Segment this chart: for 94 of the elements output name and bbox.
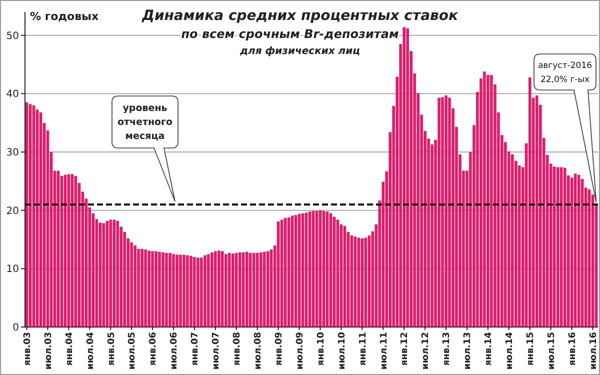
bar [179,254,182,327]
bar [172,254,175,327]
bar [154,251,158,327]
bar [130,242,133,327]
bar [102,223,106,327]
x-tick-label: июл.06 [170,332,180,370]
x-tick-label: янв.04 [64,332,75,366]
bar [231,254,234,327]
bar [109,220,112,327]
bar [248,252,252,327]
text: по всем срочным Br-депозитам [181,27,399,41]
x-tick-label: янв.11 [358,332,368,366]
x-tick-label: июл.12 [421,332,432,370]
x-tick-label: янв.07 [190,332,201,366]
bar [518,165,521,327]
x-tick-label: июл.10 [337,332,348,370]
x-tick-label: янв.16 [568,332,578,366]
x-tick-label: янв.05 [106,332,117,366]
x-tick-label: июл.05 [128,332,138,370]
x-tick-label: июл.14 [505,332,516,370]
bar [106,220,109,327]
bar [234,252,238,327]
bar [242,252,245,327]
bar [151,251,154,327]
bar [438,98,440,327]
bar [228,252,231,327]
bar [486,75,490,327]
bar [176,254,178,327]
bar [448,98,451,327]
bar [162,252,164,327]
bar [444,95,448,327]
y-tick-label: 10 [6,264,19,276]
annotation: август-2016 22,0% г-ых [538,61,592,85]
bar [165,252,168,327]
x-tick-label: янв.10 [316,332,326,366]
bar [140,248,144,327]
bar [193,257,196,327]
x-tick-label: янв.08 [232,332,243,366]
x-tick-label: июл.13 [463,332,474,370]
bar [134,245,136,327]
bar [200,258,203,327]
bar [190,256,192,327]
bar [218,250,220,327]
x-tick-label: июл.09 [295,332,306,370]
bar [511,154,514,327]
x-tick-label: янв.12 [400,332,410,366]
x-tick-label: янв.09 [274,332,284,366]
bar [196,258,200,327]
x-tick-label: янв.03 [22,332,33,366]
y-tick-label: 20 [6,206,19,217]
bar [98,222,102,327]
bar [186,255,189,327]
y-tick-label: 30 [6,148,19,158]
chart-title: Динамика средних процентных ставок [140,8,459,24]
bar [221,251,224,327]
x-tick-label: июл.04 [86,332,96,370]
bar [490,75,493,327]
bar [245,252,248,327]
bar [406,28,409,327]
x-tick-label: июл.11 [379,332,390,370]
bar [535,95,538,327]
bar [182,254,186,327]
x-tick-label: июл.07 [212,332,222,370]
bar [204,255,206,327]
x-tick-label: июл.08 [253,332,264,370]
bar [441,97,444,327]
annotation: для физических лиц [238,46,360,57]
bar [148,250,150,327]
bar [224,254,228,327]
bar [238,252,242,327]
x-tick-label: июл.16 [588,332,599,370]
y-tick-label: 40 [6,89,19,100]
x-tick-label: июл.03 [44,332,54,370]
y-axis-title: % годовых [30,10,99,23]
bar [116,220,119,327]
bar [207,254,210,327]
y-tick-label: 50 [6,30,19,42]
bar [137,248,140,327]
x-tick-label: янв.06 [148,332,159,366]
bar [144,249,147,327]
bar [168,252,172,327]
bar [528,77,532,327]
x-tick-label: янв.13 [442,332,452,366]
bar [214,251,217,327]
x-tick-label: янв.15 [526,332,536,366]
bar [402,27,406,327]
x-tick-label: июл.15 [546,332,557,370]
bar [483,72,486,327]
ref-line-label: уровень отчетного месяца [117,103,174,142]
bar [158,252,161,327]
bar [210,252,214,327]
y-tick-label: 0 [12,322,19,334]
x-tick-label: янв.14 [484,332,494,366]
bar [112,220,116,327]
